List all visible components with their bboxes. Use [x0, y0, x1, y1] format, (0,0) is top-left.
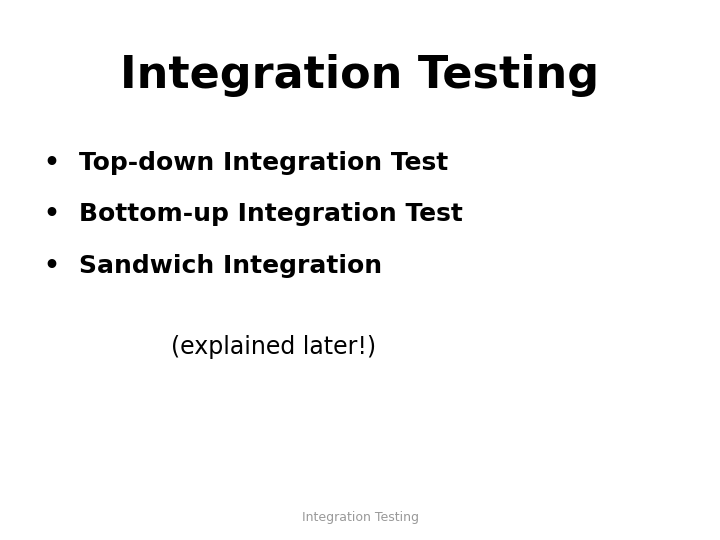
Text: •: • — [43, 151, 59, 175]
Text: Integration Testing: Integration Testing — [302, 511, 418, 524]
Text: Bottom-up Integration Test: Bottom-up Integration Test — [79, 202, 463, 226]
Text: •: • — [43, 202, 59, 226]
Text: Top-down Integration Test: Top-down Integration Test — [79, 151, 449, 175]
Text: (explained later!): (explained later!) — [171, 335, 376, 359]
Text: •: • — [43, 254, 59, 278]
Text: Sandwich Integration: Sandwich Integration — [79, 254, 382, 278]
Text: Integration Testing: Integration Testing — [120, 54, 600, 97]
